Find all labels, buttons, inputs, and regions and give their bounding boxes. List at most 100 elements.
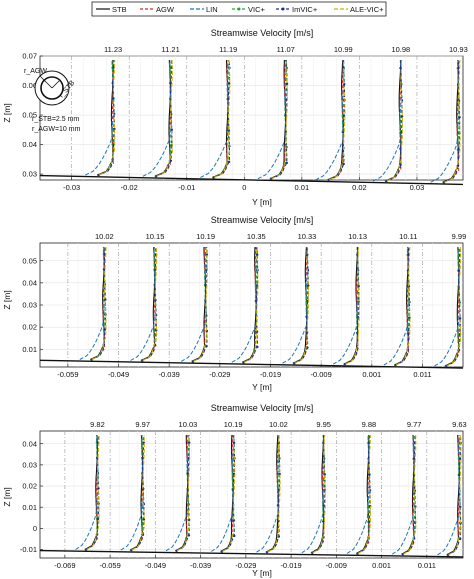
x-tick-label: -0.01 [178,183,195,192]
stb-radius-arrow [51,80,60,89]
profile-line-agw [265,434,280,553]
x-tick-label: -0.009 [311,370,332,379]
y-tick-label: 0 [33,524,37,533]
x-tick-label: -0.02 [121,183,138,192]
profile-marker [188,441,191,444]
velocity-profile [315,59,346,182]
profile-marker [457,66,460,70]
velocity-profile [257,59,289,180]
profile-marker [285,82,289,85]
panel-3-title: Streamwise Velocity [m/s] [211,403,314,413]
x-tick-label: -0.069 [54,561,75,570]
x-tick-label: 0.001 [362,370,381,379]
profile-line-ale-vic- [131,434,145,551]
legend-marker [281,7,285,11]
profile-line-ale-vic- [328,59,346,181]
y-tick-label: 0.04 [22,140,37,149]
profile-line-ale-vic- [446,246,462,367]
profile-velocity-label: 10.33 [298,232,317,241]
velocity-profile [346,434,372,555]
profile-line-lin [391,434,416,555]
profile-velocity-label: 11.07 [277,45,295,54]
profile-line-ale-vic- [357,434,372,554]
profile-line-lin [180,246,207,362]
profile-line-stb [310,434,325,554]
velocity-profile [372,59,404,183]
profile-marker [112,66,115,69]
profile-velocity-label: 9.63 [452,420,467,429]
x-tick-label: -0.049 [108,370,129,379]
y-tick-label: 0.03 [22,301,37,310]
velocity-profile [434,246,462,368]
profile-marker [255,253,259,256]
plot-frame [39,430,464,559]
velocity-profile [75,434,100,551]
y-tick-label: 0.06 [22,81,37,90]
wall-line [39,549,464,558]
profile-line-lin [437,434,461,556]
legend-label: STB [112,5,127,14]
profile-velocity-label: 10.99 [334,45,353,54]
profile-marker [256,345,259,349]
profile-line-ale-vic- [156,59,173,177]
profile-line-vic- [192,247,208,362]
profile-velocity-label: 10.35 [247,232,266,241]
profile-line-ale-vic- [386,59,403,182]
velocity-profile [332,246,361,366]
profile-line-stb [292,246,308,364]
profile-velocity-label: 10.02 [95,232,114,241]
profile-marker [232,441,236,444]
profile-velocity-label: 9.95 [316,420,331,429]
x-tick-label: -0.059 [99,561,120,570]
legend-marker [237,7,241,11]
profile-line-lin [430,59,460,183]
profile-marker [111,97,115,100]
legend-item-stb: STB [96,5,127,14]
profile-marker [342,66,345,70]
velocity-profile [430,59,461,184]
velocity-profile [142,59,174,178]
panel-3: Streamwise Velocity [m/s] -0.01 0 0.01 0.02… [2,403,467,578]
velocity-profile [180,246,209,363]
velocity-profile [301,434,327,555]
y-tick-label: 0.02 [22,482,37,491]
x-tick-label: -0.029 [209,370,230,379]
profile-line-lin [346,434,370,554]
profile-line-ale-vic- [345,246,360,365]
profile-marker [458,473,461,477]
panel-1-ylabel: Z [m] [2,103,12,122]
x-tick-label: 0 [242,183,246,192]
profile-marker [306,346,309,349]
y-tick-label: 0.04 [22,278,37,287]
y-tick-label: 0.07 [22,52,37,61]
x-tick-label: -0.029 [235,561,256,570]
profile-velocity-label: 10.15 [146,232,165,241]
profile-marker [278,472,281,476]
profile-marker [458,317,462,320]
profile-line-ale-vic- [448,434,462,556]
profile-line-lin [79,247,106,360]
profile-velocity-label: 10.93 [449,45,468,54]
legend-item-lin: LIN [190,5,218,14]
profile-velocity-label: 11.23 [104,45,122,54]
profile-line-ale-vic- [193,246,208,362]
velocity-profile [200,59,231,179]
panel-3-ylabel: Z [m] [2,487,12,506]
x-tick-label: 0.011 [413,370,431,379]
profile-line-lin [231,247,258,363]
r-agw-symbol: r_AGW [24,68,47,75]
velocity-profile [130,246,158,362]
profile-line-agw [311,434,325,554]
profile-marker [277,441,280,445]
y-tick-label: -0.01 [20,545,37,554]
velocity-profile [391,434,417,556]
profile-line-ale-vic- [98,59,116,176]
profile-marker [227,160,231,164]
profile-line-imvic- [176,434,190,552]
profile-line-ale-vic- [403,434,417,555]
profile-line-lin [383,246,410,366]
x-tick-label: 0.01 [295,183,310,192]
profile-velocity-label: 11.21 [162,45,180,54]
legend-item-vic-: VIC+ [232,5,266,14]
x-tick-label: -0.039 [159,370,180,379]
